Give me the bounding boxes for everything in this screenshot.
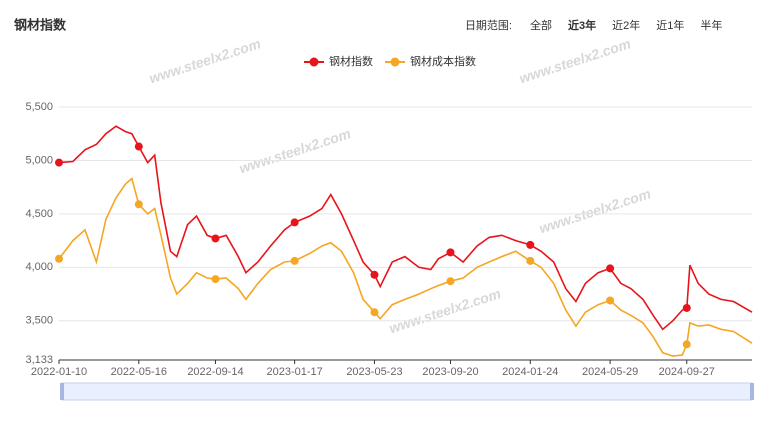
point[interactable] <box>606 264 615 273</box>
range-option[interactable]: 全部 <box>530 18 552 32</box>
x-tick-label: 2024-09-27 <box>659 366 715 378</box>
point[interactable] <box>446 277 455 286</box>
point[interactable] <box>211 275 220 284</box>
point[interactable] <box>134 200 143 209</box>
x-tick-label: 2023-09-20 <box>422 366 478 378</box>
zoom-handle[interactable] <box>750 383 754 400</box>
point[interactable] <box>682 340 691 349</box>
point[interactable] <box>290 256 299 265</box>
watermark: www.steelx2.com <box>387 285 502 336</box>
series-line <box>58 125 753 331</box>
y-tick-label: 4,000 <box>25 261 53 273</box>
point[interactable] <box>55 254 63 263</box>
point[interactable] <box>290 218 299 227</box>
point[interactable] <box>370 308 379 317</box>
point[interactable] <box>446 248 455 257</box>
chart-title: 钢材指数 <box>14 17 67 32</box>
x-tick-label: 2022-01-10 <box>31 366 87 378</box>
watermark: www.steelx2.com <box>517 35 632 86</box>
legend-label: 钢材指数 <box>329 54 373 68</box>
y-tick-label: 3,500 <box>25 315 53 327</box>
x-tick-label: 2024-01-24 <box>502 366 558 378</box>
watermark: www.steelx2.com <box>147 35 262 86</box>
legend-label: 钢材成本指数 <box>410 54 476 68</box>
point[interactable] <box>682 303 691 312</box>
y-tick-label: 4,500 <box>25 208 53 220</box>
watermark: www.steelx2.com <box>237 125 352 176</box>
y-tick-label: 5,000 <box>25 154 53 166</box>
zoom-handle[interactable] <box>60 383 64 400</box>
x-tick-label: 2023-01-17 <box>267 366 323 378</box>
range-label: 日期范围: <box>465 18 512 32</box>
y-tick-label: 5,500 <box>25 101 53 113</box>
series-line <box>58 177 753 357</box>
x-tick-label: 2024-05-29 <box>582 366 638 378</box>
zoom-slider[interactable] <box>61 382 753 401</box>
y-tick-label: 3,133 <box>25 354 53 366</box>
watermark: www.steelx2.com <box>537 185 652 236</box>
range-option[interactable]: 半年 <box>700 18 722 32</box>
point[interactable] <box>134 142 143 151</box>
point[interactable] <box>526 256 535 265</box>
legend-marker <box>309 57 319 67</box>
legend-marker <box>390 57 400 67</box>
point[interactable] <box>211 234 220 243</box>
x-tick-label: 2022-05-16 <box>111 366 167 378</box>
x-tick-label: 2022-09-14 <box>187 366 243 378</box>
point[interactable] <box>370 270 379 279</box>
point[interactable] <box>526 240 535 249</box>
range-option[interactable]: 近1年 <box>656 18 684 32</box>
range-option[interactable]: 近2年 <box>612 18 640 32</box>
point[interactable] <box>606 296 615 305</box>
range-option[interactable]: 近3年 <box>568 18 596 32</box>
point[interactable] <box>55 158 63 167</box>
x-tick-label: 2023-05-23 <box>346 366 402 378</box>
